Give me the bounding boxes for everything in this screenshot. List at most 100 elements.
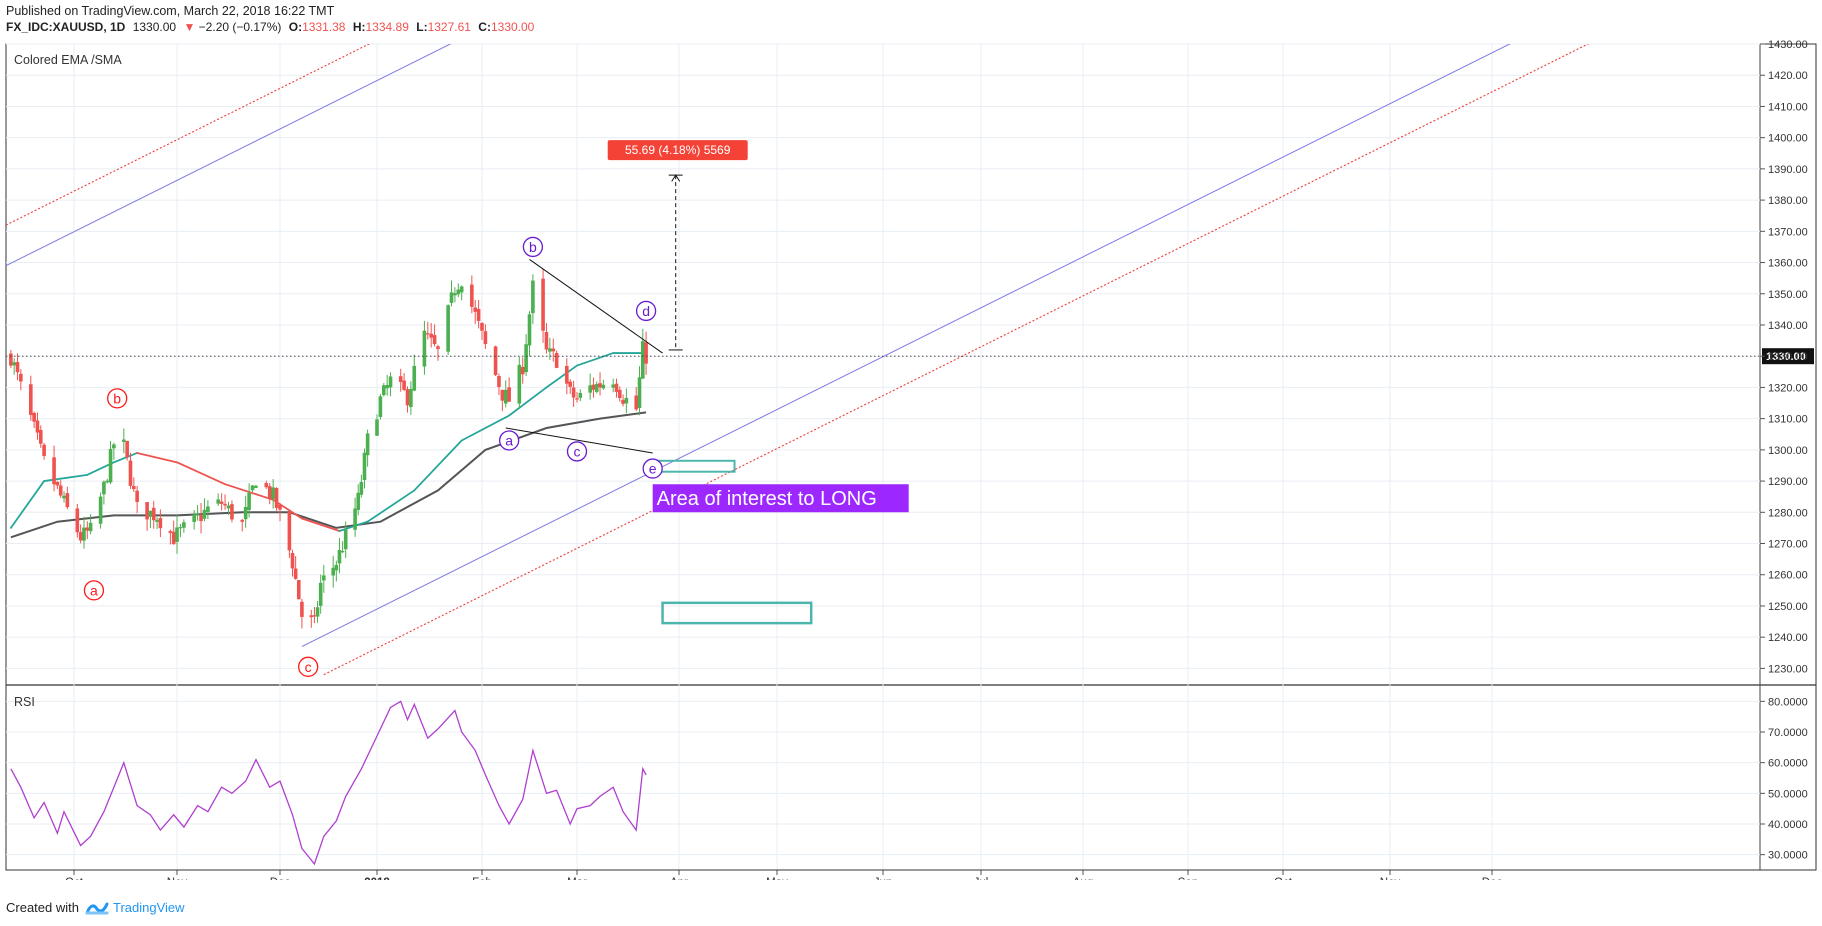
candle-body [240, 519, 245, 522]
candle-body [9, 353, 13, 366]
candle-body [614, 383, 619, 392]
high-value: 1334.89 [365, 20, 409, 34]
y-tick-label: 1390.00 [1768, 164, 1808, 176]
candle-body [195, 514, 200, 516]
footer: Created with TradingView [6, 900, 185, 915]
candle-body [548, 348, 552, 352]
candle-body [493, 346, 498, 376]
candle-body [293, 568, 298, 579]
candle-body [591, 384, 596, 390]
support-channel-red-upper [6, 44, 371, 226]
candle-body [132, 485, 136, 490]
candle-body [243, 507, 248, 520]
axes: 1230.00 1240.00 1250.00 1260.00 1270.00 1280.… [6, 39, 1808, 880]
x-tick-label: Nov [167, 877, 188, 880]
rsi-label[interactable]: RSI [14, 695, 35, 709]
symbol-name[interactable]: FX_IDC:XAUUSD, 1D [6, 20, 126, 34]
rsi-tick-label: 80.0000 [1768, 696, 1808, 708]
candle-body [356, 492, 361, 510]
candle-body [611, 384, 615, 388]
open-value: 1331.38 [302, 20, 346, 34]
candle-body [527, 314, 532, 346]
x-tick-label: Apr [670, 877, 688, 880]
high-label: H: [352, 20, 366, 34]
wave-label-red-a: a [90, 582, 98, 598]
wave-label-purple-d: d [642, 303, 650, 319]
ema-segment [9, 480, 45, 529]
support-channel-line-lower [301, 44, 1511, 647]
candle-body [322, 575, 326, 581]
candle-body [88, 522, 93, 532]
y-tick-label: 1400.00 [1768, 133, 1808, 145]
candle-body [206, 506, 210, 513]
candle-body [128, 460, 133, 486]
price-chart[interactable]: 1330.00 55.69 (4.18%) 5569 Area of interes… [0, 0, 1822, 880]
candle-body [575, 398, 579, 400]
rsi-tick-label: 70.0000 [1768, 727, 1808, 739]
ema-segment [413, 439, 463, 492]
triangle-lower-line [505, 427, 653, 454]
y-tick-label: 1250.00 [1768, 601, 1808, 613]
candle-body [318, 582, 323, 606]
ema-segment [301, 517, 341, 532]
candle-body [29, 384, 33, 415]
candle-body [470, 284, 474, 307]
candle-body [151, 507, 156, 521]
candle-body [541, 278, 545, 331]
candle-body [473, 307, 478, 312]
candle-body [365, 433, 370, 456]
ema-segment [545, 364, 578, 389]
measure-label: 55.69 (4.18%) 5569 [625, 143, 731, 157]
candle-body [644, 342, 648, 364]
channel-lines[interactable] [6, 0, 1755, 676]
candle-body [267, 486, 272, 499]
tradingview-brand-label: TradingView [112, 900, 185, 915]
candle-body [19, 373, 23, 382]
y-tick-label: 1350.00 [1768, 289, 1808, 301]
y-tick-label: 1310.00 [1768, 414, 1808, 426]
wave-label-purple-e-circle [642, 458, 663, 479]
candle-body [402, 380, 406, 390]
candle-body [199, 515, 203, 522]
candle-body [38, 430, 43, 444]
candle-body [453, 293, 457, 296]
candle-body [378, 396, 383, 417]
last-price: 1330.00 [132, 20, 177, 34]
candle-body [230, 504, 234, 520]
y-tick-label: 1330.00 [1768, 351, 1808, 363]
candle-body [274, 487, 279, 508]
ema-segment [176, 461, 226, 486]
drawings[interactable]: 1330.00 55.69 (4.18%) 5569 Area of interes… [6, 140, 1814, 677]
close-label: C: [478, 20, 491, 34]
indicator-label[interactable]: Colored EMA /SMA [14, 53, 122, 67]
candle-body [459, 286, 464, 293]
candle-body [315, 607, 320, 617]
main-grid [6, 43, 1760, 870]
candle-body [98, 496, 103, 524]
candle-body [250, 485, 255, 491]
candle-body [405, 389, 410, 406]
candle-body [296, 580, 301, 600]
candle-body [65, 493, 70, 508]
candle-body [476, 308, 481, 321]
candle-body [112, 444, 116, 449]
wave-label-purple-a: a [505, 432, 513, 448]
candle-body [641, 341, 645, 379]
tradingview-link[interactable]: TradingView [85, 900, 185, 915]
annotation-text: Area of interest to LONG [657, 488, 877, 510]
candle-body [192, 514, 196, 522]
candle-body [312, 615, 317, 617]
candle-body [500, 389, 505, 401]
candle-body [381, 385, 386, 396]
candle-body [456, 289, 461, 295]
tradingview-logo-icon [85, 902, 109, 914]
wave-label-red-b-circle [107, 388, 128, 409]
candle-body [32, 413, 36, 422]
annotation-bg [652, 484, 909, 513]
measure-label-bg [607, 140, 748, 161]
symbol-line: FX_IDC:XAUUSD, 1D 1330.00 ▼ −2.20 (−0.17… [6, 20, 538, 34]
y-tick-label: 1410.00 [1768, 101, 1808, 113]
low-label: L: [416, 20, 428, 34]
candle-body [340, 551, 345, 553]
candle-body [145, 502, 149, 520]
